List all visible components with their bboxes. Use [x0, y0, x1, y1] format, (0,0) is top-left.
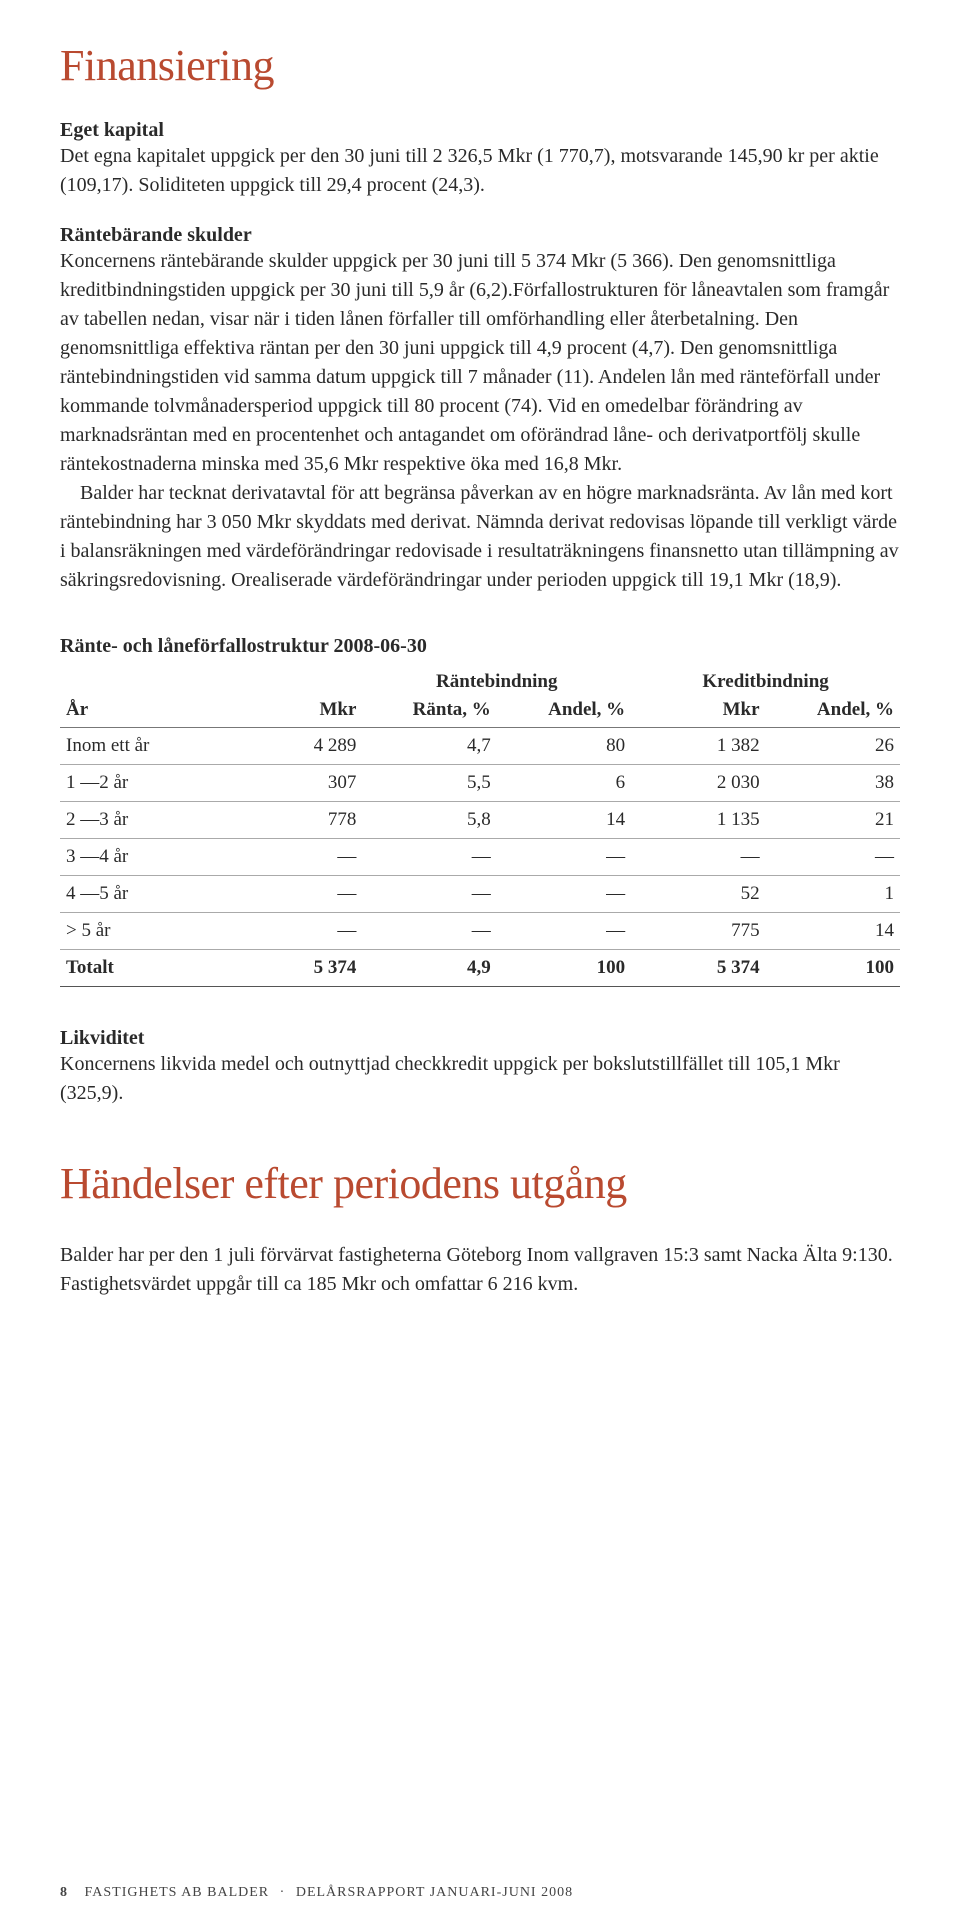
table-title: Ränte- och låneförfallostruktur 2008-06-… — [60, 635, 900, 658]
table-row: 3 —4 år — — — — — — [60, 839, 900, 876]
th-ranta: Ränta, % — [362, 693, 496, 728]
th-andel1: Andel, % — [497, 693, 631, 728]
section-likviditet-text: Koncernens likvida medel och outnyttjad … — [60, 1050, 900, 1108]
footer-company: FASTIGHETS AB BALDER — [85, 1885, 270, 1900]
section-handelser-text: Balder har per den 1 juli förvärvat fast… — [60, 1241, 900, 1299]
table-group-kreditbindning: Kreditbindning — [631, 664, 900, 693]
th-ar: År — [60, 693, 245, 728]
section-rantebarande-label: Räntebärande skulder — [60, 224, 900, 247]
section-rantebarande-p1: Koncernens räntebärande skulder uppgick … — [60, 247, 900, 479]
maturity-table: Räntebindning Kreditbindning År Mkr Ränt… — [60, 664, 900, 987]
section-likviditet-label: Likviditet — [60, 1027, 900, 1050]
table-total-row: Totalt 5 374 4,9 100 5 374 100 — [60, 950, 900, 987]
page-footer: 8 FASTIGHETS AB BALDER · DELÅRSRAPPORT J… — [60, 1885, 573, 1901]
table-row: > 5 år — — — 775 14 — [60, 913, 900, 950]
section-eget-kapital-label: Eget kapital — [60, 119, 900, 142]
table-row: 2 —3 år 778 5,8 14 1 135 21 — [60, 802, 900, 839]
heading-handelser: Händelser efter periodens utgång — [60, 1158, 900, 1209]
table-row: Inom ett år 4 289 4,7 80 1 382 26 — [60, 728, 900, 765]
section-rantebarande-p2: Balder har tecknat derivatavtal för att … — [60, 479, 900, 595]
th-andel2: Andel, % — [766, 693, 900, 728]
footer-separator-icon: · — [280, 1885, 286, 1900]
section-eget-kapital-text: Det egna kapitalet uppgick per den 30 ju… — [60, 142, 900, 200]
footer-page-number: 8 — [60, 1885, 68, 1900]
table-group-rantebindning: Räntebindning — [362, 664, 631, 693]
th-mkr1: Mkr — [245, 693, 363, 728]
footer-report: DELÅRSRAPPORT JANUARI-JUNI 2008 — [296, 1885, 573, 1900]
table-row: 1 —2 år 307 5,5 6 2 030 38 — [60, 765, 900, 802]
th-mkr2: Mkr — [631, 693, 765, 728]
table-row: 4 —5 år — — — 52 1 — [60, 876, 900, 913]
page-title: Finansiering — [60, 40, 900, 91]
